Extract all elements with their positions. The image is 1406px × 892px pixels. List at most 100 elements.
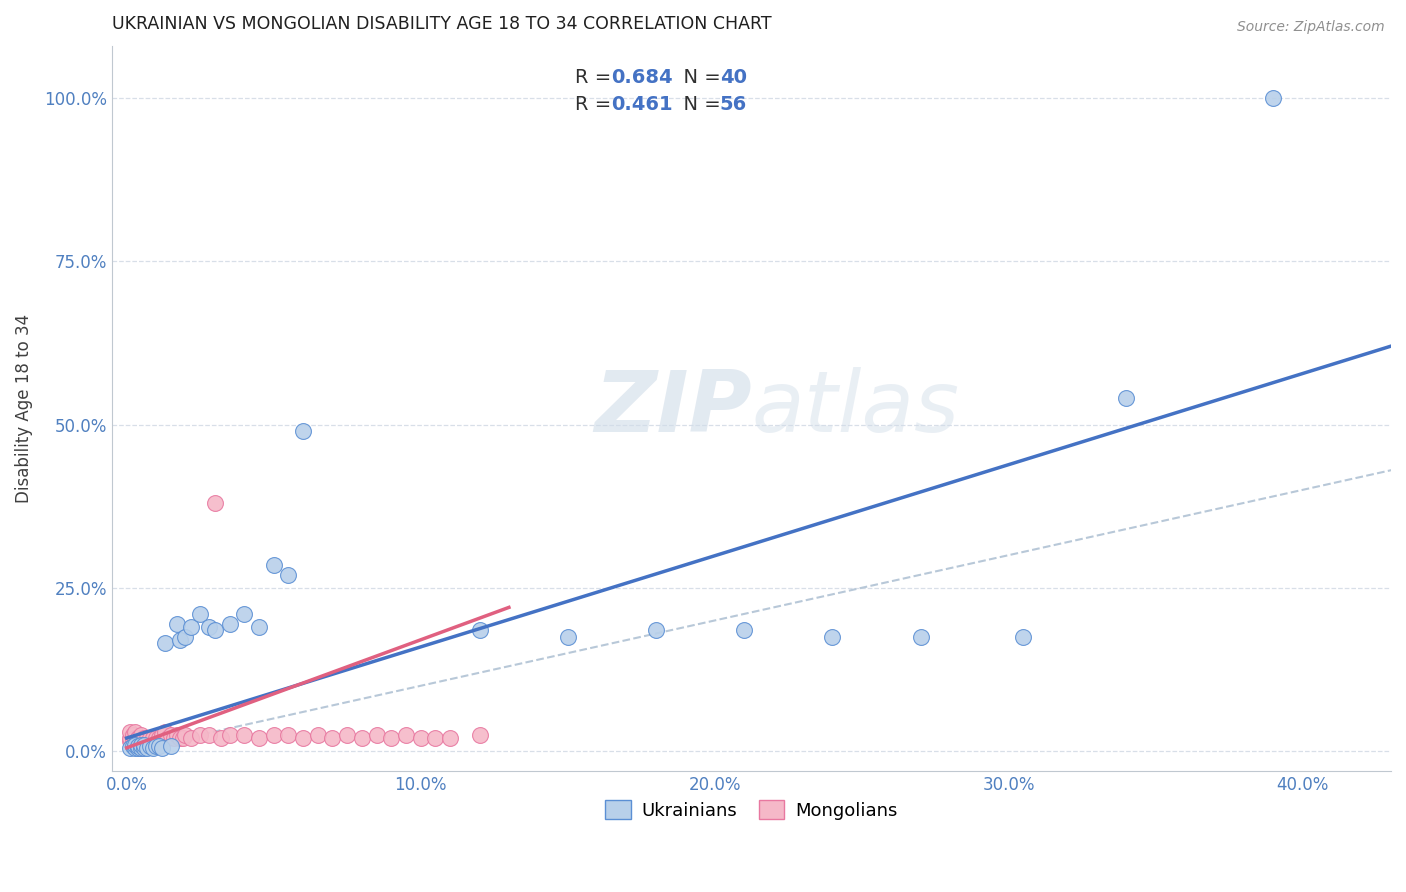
Point xyxy=(336,728,359,742)
Point xyxy=(136,731,159,745)
Point xyxy=(159,739,181,753)
Point xyxy=(124,724,146,739)
Point xyxy=(124,740,146,755)
Point xyxy=(263,728,285,742)
Point xyxy=(174,728,197,742)
Point xyxy=(131,740,153,755)
Point xyxy=(209,731,232,745)
Point xyxy=(263,558,285,572)
Point xyxy=(150,740,173,755)
Text: N =: N = xyxy=(671,95,727,114)
Text: atlas: atlas xyxy=(751,367,959,450)
Point xyxy=(134,738,156,752)
Point xyxy=(121,734,143,748)
Point xyxy=(145,738,167,752)
Point xyxy=(153,724,176,739)
Point xyxy=(142,738,165,752)
Point xyxy=(292,731,315,745)
Point xyxy=(142,731,165,745)
Point xyxy=(733,624,755,638)
Point xyxy=(233,607,256,621)
Y-axis label: Disability Age 18 to 34: Disability Age 18 to 34 xyxy=(15,314,32,503)
Text: ZIP: ZIP xyxy=(593,367,751,450)
Point xyxy=(121,728,143,742)
Text: R =: R = xyxy=(575,68,617,87)
Point xyxy=(557,630,579,644)
Text: 56: 56 xyxy=(720,95,747,114)
Text: UKRAINIAN VS MONGOLIAN DISABILITY AGE 18 TO 34 CORRELATION CHART: UKRAINIAN VS MONGOLIAN DISABILITY AGE 18… xyxy=(112,15,772,33)
Point xyxy=(131,734,153,748)
Point xyxy=(148,739,170,753)
Point xyxy=(307,728,329,742)
Point xyxy=(1115,392,1137,406)
Point xyxy=(468,624,491,638)
Point xyxy=(233,728,256,742)
Point xyxy=(645,624,668,638)
Point xyxy=(163,731,186,745)
Point xyxy=(145,739,167,753)
Point xyxy=(131,728,153,742)
Point xyxy=(425,731,447,745)
Point xyxy=(150,728,173,742)
Point xyxy=(821,630,844,644)
Point xyxy=(118,740,141,755)
Point xyxy=(136,740,159,755)
Legend: Ukrainians, Mongolians: Ukrainians, Mongolians xyxy=(599,793,904,827)
Point xyxy=(124,731,146,745)
Point xyxy=(380,731,402,745)
Text: N =: N = xyxy=(671,68,727,87)
Point xyxy=(148,731,170,745)
Point xyxy=(204,624,226,638)
Text: 0.684: 0.684 xyxy=(612,68,673,87)
Point xyxy=(188,607,211,621)
Point xyxy=(127,731,149,745)
Point xyxy=(218,728,240,742)
Point xyxy=(127,739,149,753)
Point xyxy=(166,616,188,631)
Text: 40: 40 xyxy=(720,68,747,87)
Point xyxy=(142,740,165,755)
Point xyxy=(156,731,179,745)
Point xyxy=(121,739,143,753)
Point xyxy=(247,620,270,634)
Point xyxy=(139,739,162,753)
Point xyxy=(1263,91,1285,105)
Point xyxy=(180,620,202,634)
Point xyxy=(159,728,181,742)
Point xyxy=(395,728,418,742)
Point xyxy=(198,728,221,742)
Point xyxy=(134,740,156,755)
Point xyxy=(139,731,162,745)
Text: Source: ZipAtlas.com: Source: ZipAtlas.com xyxy=(1237,20,1385,34)
Point xyxy=(409,731,432,745)
Point xyxy=(321,731,343,745)
Point xyxy=(277,728,299,742)
Point xyxy=(153,636,176,650)
Point xyxy=(134,738,156,752)
Point xyxy=(136,738,159,752)
Text: R =: R = xyxy=(575,95,617,114)
Point xyxy=(204,496,226,510)
Point xyxy=(169,633,191,648)
Point xyxy=(169,731,191,745)
Point xyxy=(131,738,153,752)
Point xyxy=(121,738,143,752)
Point xyxy=(134,731,156,745)
Point xyxy=(118,731,141,745)
Point xyxy=(350,731,373,745)
Point xyxy=(124,738,146,752)
Point xyxy=(439,731,461,745)
Point xyxy=(118,724,141,739)
Point xyxy=(118,734,141,748)
Point xyxy=(198,620,221,634)
Point xyxy=(127,738,149,752)
Point xyxy=(166,728,188,742)
Point xyxy=(124,738,146,752)
Point xyxy=(139,738,162,752)
Point xyxy=(910,630,932,644)
Point xyxy=(180,731,202,745)
Point xyxy=(131,740,153,755)
Point xyxy=(468,728,491,742)
Point xyxy=(277,567,299,582)
Point xyxy=(188,728,211,742)
